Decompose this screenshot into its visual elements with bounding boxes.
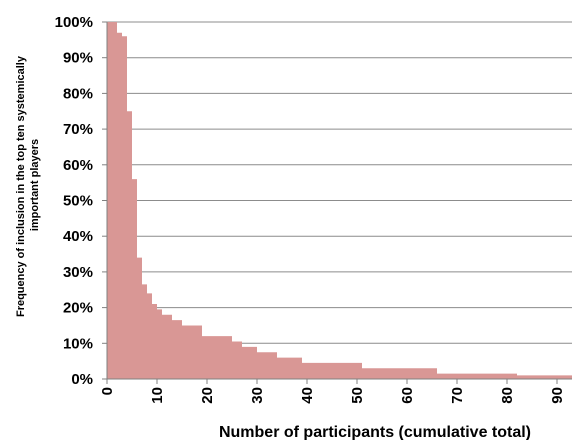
- x-tick-label: 60: [399, 387, 416, 404]
- x-tick-label: 70: [449, 387, 466, 404]
- x-tick-label: 20: [199, 387, 216, 404]
- y-tick-label: 0%: [71, 371, 93, 388]
- plot-area: [107, 22, 572, 379]
- y-tick-label: 80%: [63, 85, 93, 102]
- y-tick-label: 10%: [63, 335, 93, 352]
- x-axis-title: Number of participants (cumulative total…: [219, 424, 531, 440]
- y-tick-label: 60%: [63, 157, 93, 174]
- y-tick-label: 40%: [63, 228, 93, 245]
- y-tick-label: 50%: [63, 193, 93, 210]
- x-tick-label: 0: [99, 387, 116, 395]
- gridlines: [107, 21, 572, 344]
- axes: [102, 21, 572, 384]
- y-axis-title: Frequency of inclusion in the top ten sy…: [15, 53, 41, 317]
- y-axis-title-line-2: important players: [29, 139, 41, 231]
- y-tick-label: 20%: [63, 300, 93, 317]
- y-axis-title-line-1: Frequency of inclusion in the top ten sy…: [15, 55, 27, 317]
- x-tick-label: 10: [149, 387, 166, 404]
- x-tick-label: 30: [249, 387, 266, 404]
- y-tick-label: 100%: [55, 14, 93, 31]
- x-tick-label: 90: [549, 387, 566, 404]
- y-tick-label: 70%: [63, 121, 93, 138]
- y-tick-label: 90%: [63, 50, 93, 67]
- x-tick-label: 80: [499, 387, 516, 404]
- area-series-0: [107, 22, 572, 379]
- y-tick-label: 30%: [63, 264, 93, 281]
- x-tick-labels: 0 10 20 30 40 50 60 70 80 90: [99, 387, 566, 404]
- y-tick-labels: 0% 10% 20% 30% 40% 50% 60% 70% 80% 90% 100%: [55, 14, 93, 388]
- x-tick-label: 40: [299, 387, 316, 404]
- x-tick-label: 50: [349, 387, 366, 404]
